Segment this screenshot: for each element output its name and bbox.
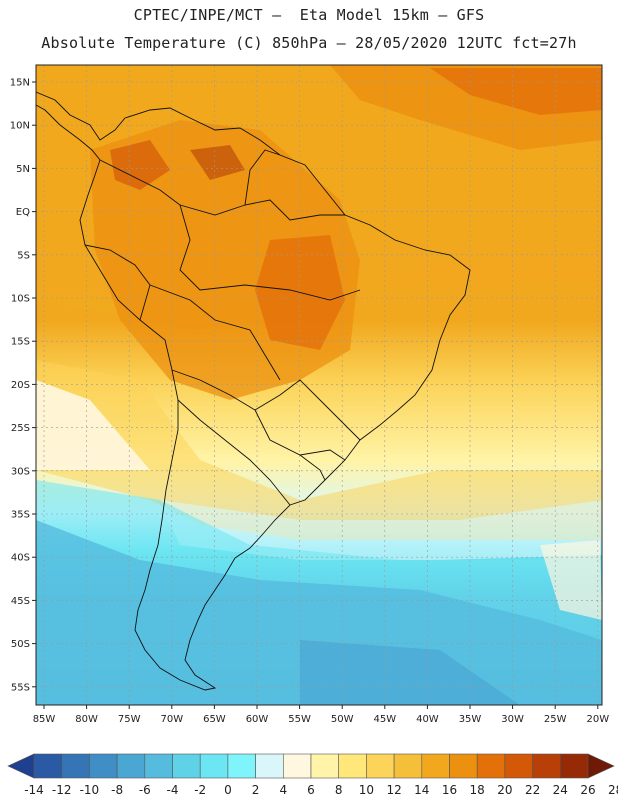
lon-label: 35W xyxy=(459,714,482,725)
colorbar-label: 10 xyxy=(359,783,374,797)
colorbar-label: 16 xyxy=(442,783,457,797)
colorbar-label: -6 xyxy=(139,783,151,797)
lon-label: 20W xyxy=(586,714,609,725)
colorbar-labels: -14 -12 -10 -8 -6 -4 -2 0 2 4 6 8 10 12 14 16 18 20 22 24 26… xyxy=(24,783,618,797)
colorbar-swatch xyxy=(199,753,229,779)
colorbar xyxy=(7,753,615,779)
coastlines xyxy=(36,91,471,691)
colorbar-label: 22 xyxy=(525,783,540,797)
colorbar-max-arrow xyxy=(587,753,615,779)
colorbar-swatch xyxy=(476,753,506,779)
lat-label: 35S xyxy=(11,510,30,521)
title-variable: Absolute Temperature (C) 850hPa – 28/05/… xyxy=(41,34,577,52)
lon-label: 25W xyxy=(544,714,567,725)
lat-label: 40S xyxy=(11,553,30,564)
title-model: CPTEC/INPE/MCT – Eta Model 15km – GFS xyxy=(133,6,485,24)
colorbar-label: 6 xyxy=(307,783,315,797)
colorbar-label: 26 xyxy=(580,783,595,797)
latitude-labels: 15N 10N 5N EQ 5S 10S 15S 20S 25S 30S 35S 40S 45S 50S 5… xyxy=(10,78,36,693)
lat-label: 50S xyxy=(11,639,30,650)
colorbar-swatch xyxy=(33,753,63,779)
colorbar-swatch xyxy=(172,753,201,779)
lon-label: 55W xyxy=(288,714,311,725)
lat-label: 45S xyxy=(11,596,30,607)
colorbar-swatch xyxy=(144,753,173,779)
lat-label: 15N xyxy=(10,78,30,89)
colorbar-label: 24 xyxy=(553,783,568,797)
colorbar-swatch xyxy=(366,753,395,779)
colorbar-swatch xyxy=(449,753,478,779)
colorbar-label: 4 xyxy=(279,783,287,797)
lat-label: EQ xyxy=(16,207,30,218)
colorbar-min-arrow xyxy=(7,753,35,779)
lat-label: 25S xyxy=(11,423,30,434)
lon-label: 80W xyxy=(75,714,98,725)
colorbar-swatch xyxy=(89,753,118,779)
graticule xyxy=(36,65,602,705)
colorbar-label: -8 xyxy=(111,783,123,797)
colorbar-label: -2 xyxy=(194,783,206,797)
lat-label: 5S xyxy=(17,250,30,261)
lon-label: 50W xyxy=(331,714,354,725)
colorbar-label: -12 xyxy=(52,783,72,797)
colorbar-swatch xyxy=(255,753,284,779)
temperature-field xyxy=(36,65,602,705)
colorbar-label: -4 xyxy=(167,783,179,797)
lat-label: 55S xyxy=(11,682,30,693)
colorbar-label: 28 xyxy=(608,783,618,797)
colorbar-swatch xyxy=(504,753,533,779)
colorbar-swatch xyxy=(310,753,340,779)
longitude-labels: 85W 80W 75W 70W 65W 60W 55W 50W 45W 40W 35W 30W 25W 2… xyxy=(33,705,609,725)
lat-label: 5N xyxy=(16,164,30,175)
colorbar-swatch xyxy=(421,753,450,779)
map-frame xyxy=(35,64,603,706)
lon-label: 65W xyxy=(203,714,226,725)
colorbar-label: 18 xyxy=(470,783,485,797)
lon-label: 75W xyxy=(118,714,141,725)
colorbar-swatch xyxy=(227,753,256,779)
lat-label: 30S xyxy=(11,466,30,477)
lon-label: 60W xyxy=(246,714,269,725)
lon-label: 85W xyxy=(33,714,56,725)
lat-label: 10S xyxy=(11,294,30,305)
colorbar-label: 20 xyxy=(497,783,512,797)
lon-label: 30W xyxy=(501,714,524,725)
colorbar-label: -14 xyxy=(24,783,44,797)
colorbar-swatch xyxy=(393,753,423,779)
colorbar-label: 2 xyxy=(252,783,260,797)
colorbar-swatch xyxy=(282,753,312,779)
colorbar-swatch xyxy=(559,753,589,779)
colorbar-swatch xyxy=(61,753,90,779)
colorbar-label: 8 xyxy=(335,783,343,797)
colorbar-label: 0 xyxy=(224,783,232,797)
lon-label: 70W xyxy=(160,714,183,725)
colorbar-swatch xyxy=(338,753,367,779)
lat-label: 10N xyxy=(10,121,30,132)
colorbar-swatch xyxy=(532,753,561,779)
lon-label: 40W xyxy=(416,714,439,725)
colorbar-label: 12 xyxy=(386,783,401,797)
colorbar-label: 14 xyxy=(414,783,429,797)
lon-label: 45W xyxy=(373,714,396,725)
colorbar-label: -10 xyxy=(80,783,100,797)
lat-label: 20S xyxy=(11,380,30,391)
colorbar-swatch xyxy=(116,753,146,779)
lat-label: 15S xyxy=(11,337,30,348)
